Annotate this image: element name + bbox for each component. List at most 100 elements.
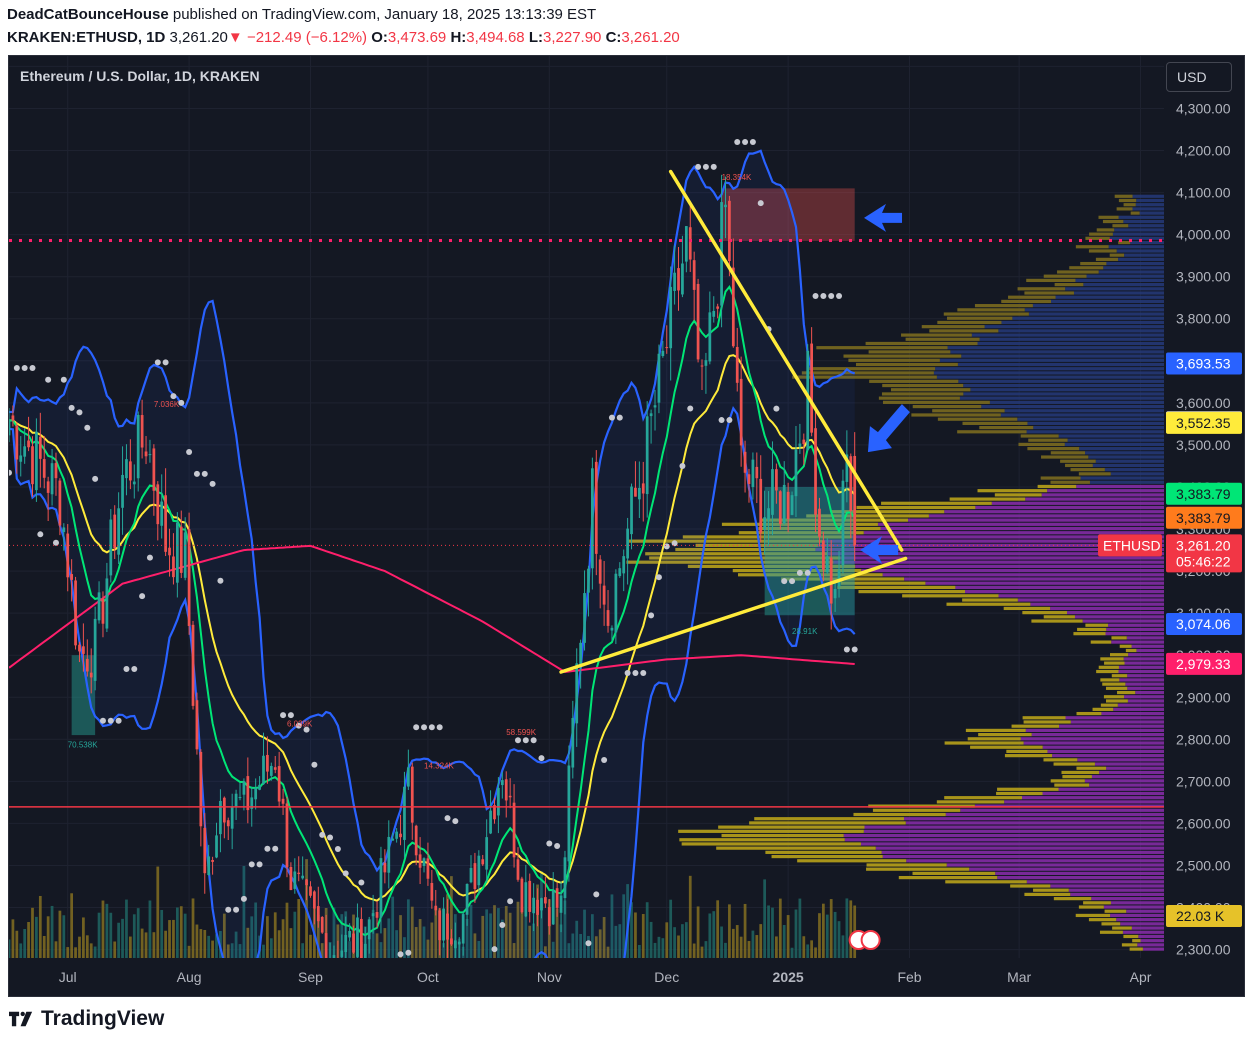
volume-bar [152,932,156,958]
volume-bar [669,899,673,958]
volume-bar [38,895,42,958]
volume-bar [70,893,74,958]
candle-body [179,526,183,573]
candle-body [78,644,81,652]
candle-body [191,624,195,706]
volume-bar [277,930,281,958]
psar-dot [421,724,428,731]
candle-body [38,436,42,459]
volume-bar [673,927,676,958]
psar-dot [452,818,459,825]
volume-profile-bar [1033,425,1164,430]
volume-bar [207,935,211,958]
volume-profile-bar [856,505,976,510]
volume-bar [93,946,97,958]
volume-profile-bar [1004,409,1164,413]
volume-bar [747,941,751,958]
volume-bar [677,935,680,958]
volume-bar [164,930,167,958]
candle-body [457,941,461,945]
currency-button[interactable]: USD [1166,62,1232,92]
author-name[interactable]: DeadCatBounceHouse [7,6,169,23]
volume-profile-bar [1053,897,1092,901]
candle-body [696,283,700,360]
volume-profile-bar [1102,682,1126,686]
volume-bar [775,936,778,958]
volume-bar [121,918,124,958]
volume-profile-bar [1050,451,1086,455]
candle-body [148,454,152,456]
candle-body [790,495,794,515]
volume-profile-bar [965,590,1164,594]
time-tick-label: Nov [537,969,562,985]
volume-profile-bar [837,585,956,590]
psar-dot [170,393,177,400]
psar-dot [327,834,334,841]
volume-profile-bar [1055,295,1164,299]
volume-profile-bar [1110,913,1164,918]
volume-bar [598,929,602,958]
volume-profile-bar [864,825,1164,829]
volume-bar [434,907,438,958]
volume-profile-bar [969,867,1164,871]
volume-bar [406,899,410,958]
volume-profile-bar [1088,249,1117,253]
sma-long-line [9,544,855,674]
publish-info: published on TradingView.com, January 18… [172,6,597,23]
candle-body [567,765,571,862]
volume-bar [246,927,250,958]
volume-profile-bar [1003,606,1051,611]
psar-dot [45,376,52,383]
volume-profile-bar [1020,737,1164,741]
volume-bar [426,939,430,958]
candle-body [168,547,171,556]
ema-fast-line [9,285,856,937]
parabolic-sar [9,139,858,996]
candle-body [387,836,391,873]
volume-profile-bar [965,728,1026,732]
price-chart[interactable]: 18.354K 7.036K 70.538K 6.039K 58.599K 14.324K… [9,56,1244,996]
candle-body [649,413,653,417]
volume-profile-bar [959,396,1164,400]
candle-body [203,827,207,874]
psar-dot [68,404,75,411]
volume-profile-bar [806,514,929,518]
candle-body [117,508,120,555]
candle-body [207,856,211,876]
volume-profile-bar [1060,459,1096,463]
volume-bar [371,909,375,958]
volume-profile-bar [831,510,945,514]
candle-body [559,895,563,913]
psar-dot [29,365,36,372]
volume-bar [614,925,618,958]
volume-profile-bar [955,585,1164,590]
psar-dot [154,359,161,366]
psar-dot [789,578,796,585]
candle-body [332,955,336,959]
tradingview-footer[interactable]: TradingView [9,1007,164,1031]
volume-profile-bar [1085,623,1109,627]
volume-profile-bar [1123,203,1136,207]
volume-bar [226,944,230,958]
candle-body [489,810,492,834]
volume-profile-bar [1111,674,1128,678]
volume-profile-bar [984,325,1164,329]
price-tick-label: 2,700.00 [1176,773,1231,789]
chart-panel[interactable]: 18.354K 7.036K 70.538K 6.039K 58.599K 14.324K… [8,55,1245,997]
volume-profile-bar [1004,754,1053,758]
volume-profile-bar [1050,779,1085,783]
down-triangle-icon: ▼ [227,29,243,46]
price-label: 3,261.20 [1176,537,1231,553]
volume-profile-bar [881,850,1164,854]
volume-profile-bar [738,573,883,577]
bollinger-fill [9,150,855,996]
psar-dot [209,480,216,487]
psar-dot [444,815,451,822]
time-tick-label: Feb [897,969,921,985]
psar-dot [828,293,835,300]
volume-profile-bar [1128,653,1164,657]
volume-profile-bar [1114,194,1133,198]
volume-annotation: 14.324K [424,762,454,771]
psar-dot [710,163,717,170]
us-event-icon [860,930,881,950]
